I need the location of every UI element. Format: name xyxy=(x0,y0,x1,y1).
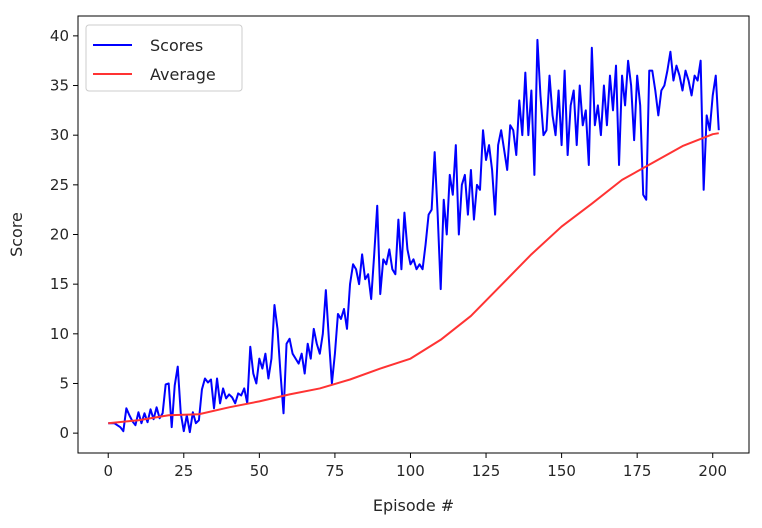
y-tick-label: 35 xyxy=(50,77,69,95)
x-tick-label: 150 xyxy=(547,462,576,480)
y-tick-label: 25 xyxy=(50,176,69,194)
y-axis-label: Score xyxy=(7,212,26,257)
y-tick-label: 15 xyxy=(50,275,69,293)
series-line-average xyxy=(108,132,719,425)
x-tick-label: 200 xyxy=(698,462,727,480)
x-tick-label: 50 xyxy=(250,462,269,480)
x-tick-label: 0 xyxy=(103,462,113,480)
x-tick-label: 125 xyxy=(472,462,501,480)
legend-label-average: Average xyxy=(150,65,216,84)
legend-label-scores: Scores xyxy=(150,36,203,55)
plot-frame xyxy=(77,15,750,454)
series-layer xyxy=(108,38,720,434)
x-tick-label: 25 xyxy=(174,462,193,480)
legend: Scores Average xyxy=(85,24,243,92)
series-line-scores xyxy=(108,38,720,434)
y-tick-label: 10 xyxy=(50,325,69,343)
x-tick-label: 100 xyxy=(396,462,425,480)
y-tick-label: 5 xyxy=(59,374,69,392)
x-axis-label: Episode # xyxy=(373,496,454,515)
axis-ticks: 0 25 50 75 100 125 150 175 200 0 5 10 15 20 25 30 35 40 xyxy=(50,27,727,480)
y-tick-label: 30 xyxy=(50,126,69,144)
y-tick-label: 40 xyxy=(50,27,69,45)
x-tick-label: 175 xyxy=(623,462,652,480)
x-tick-label: 75 xyxy=(325,462,344,480)
y-tick-label: 20 xyxy=(50,226,69,244)
y-tick-label: 0 xyxy=(59,424,69,442)
